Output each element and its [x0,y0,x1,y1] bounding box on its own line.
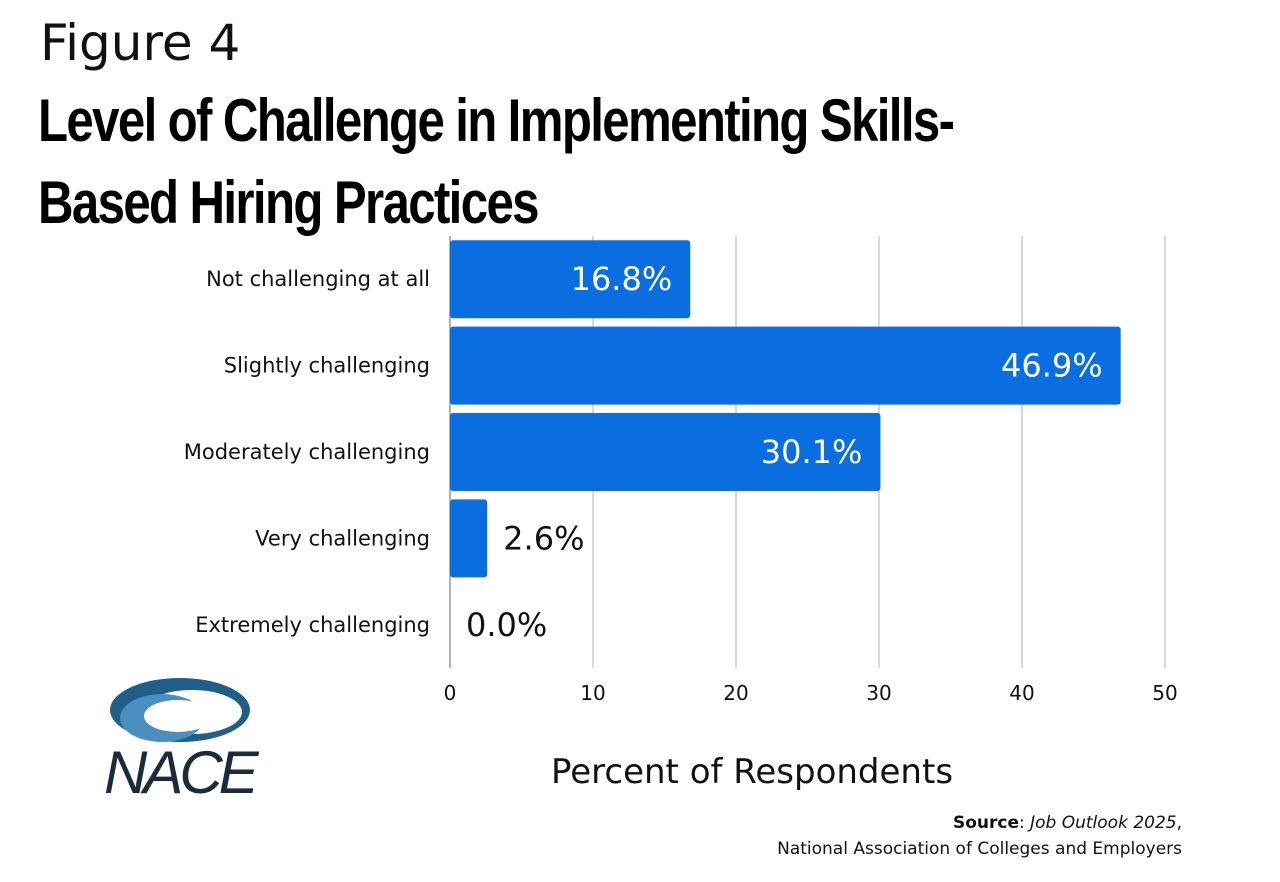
x-tick-label: 40 [1009,681,1034,705]
source-publication: Job Outlook 2025 [1030,813,1177,833]
x-tick-label: 0 [444,681,457,705]
category-label: Slightly challenging [224,354,430,378]
data-label: 2.6% [503,519,584,557]
category-label: Extremely challenging [195,613,430,637]
x-tick-label: 50 [1152,681,1177,705]
bar [450,413,881,491]
category-label: Not challenging at all [206,267,430,291]
category-label: Very challenging [255,526,430,550]
x-axis-label: Percent of Respondents [550,752,954,792]
source-organization: National Association of Colleges and Emp… [777,839,1182,859]
x-tick-label: 10 [580,681,605,705]
data-label: 0.0% [466,606,547,644]
source-note: Source: Job Outlook 2025, National Assoc… [777,810,1182,862]
data-label: 16.8% [571,260,673,298]
chart-title: Level of Challenge in Implementing Skill… [38,87,955,236]
bar [450,499,488,578]
data-label: 30.1% [761,433,863,471]
nace-logo-icon [110,678,250,742]
category-label: Moderately challenging [184,440,430,464]
source-label: Source [952,813,1019,833]
x-tick-label: 20 [723,681,748,705]
bar [450,240,691,319]
bar [450,326,1121,405]
data-label: 46.9% [1001,347,1103,385]
nace-logo-text: NACE [104,739,259,806]
figure-label: Figure 4 [40,14,241,72]
x-tick-label: 30 [866,681,891,705]
